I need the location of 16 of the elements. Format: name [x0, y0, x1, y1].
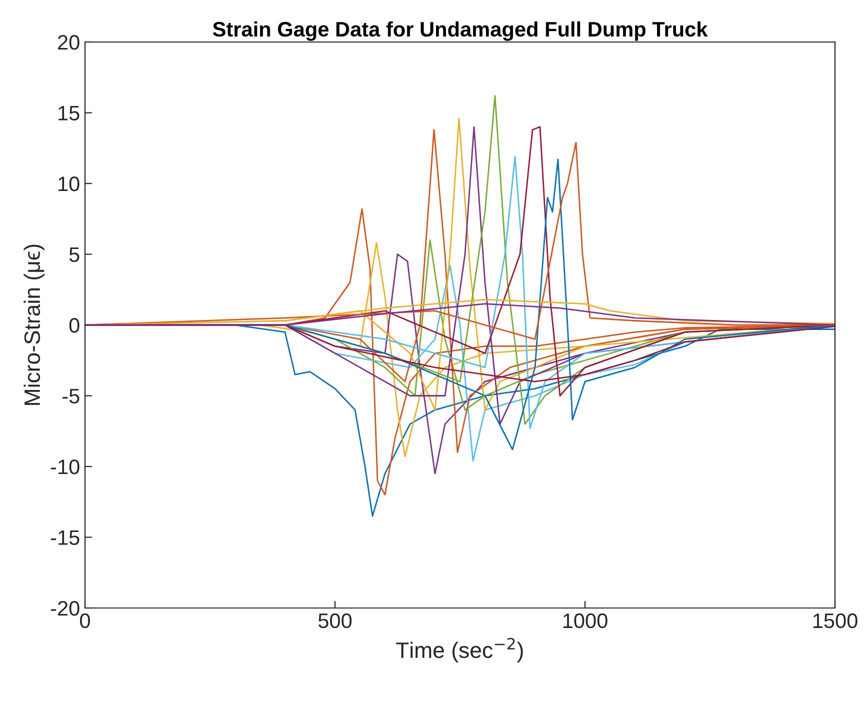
y-tick-label: 10 — [58, 176, 80, 192]
y-tick-label: 15 — [58, 106, 80, 121]
y-tick-label: 0 — [69, 318, 80, 333]
y-tick-label: 5 — [69, 247, 80, 262]
y-tick-label: -5 — [62, 388, 80, 404]
x-tick-label: 0 — [80, 613, 90, 628]
x-axis-title: Time (sec$^{−2}$) — [396, 638, 523, 662]
x-tick-label: 500 — [318, 613, 352, 628]
y-tick-label: -20 — [50, 601, 80, 616]
y-tick-label: -15 — [50, 530, 80, 546]
x-tick-label: 1000 — [563, 613, 608, 628]
y-tick-label: -10 — [50, 460, 80, 474]
x-tick-label: 1500 — [813, 613, 858, 628]
y-axis-title: Micro-Strain (μϵ) — [24, 244, 44, 405]
y-tick-label: 20 — [58, 35, 80, 50]
chart-title: Strain Gage Data for Undamaged Full Dump Truck — [212, 21, 708, 41]
